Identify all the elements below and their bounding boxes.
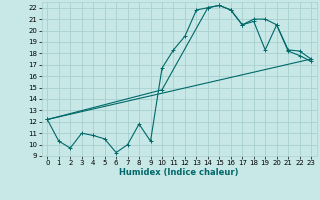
X-axis label: Humidex (Indice chaleur): Humidex (Indice chaleur) xyxy=(119,168,239,177)
